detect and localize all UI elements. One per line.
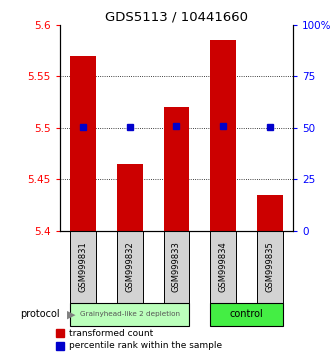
- Text: protocol: protocol: [20, 309, 60, 319]
- Text: transformed count: transformed count: [69, 329, 154, 337]
- Text: ▶: ▶: [60, 309, 76, 319]
- Bar: [210, 231, 236, 303]
- Bar: [257, 195, 282, 231]
- Text: GSM999831: GSM999831: [79, 241, 88, 292]
- Bar: [71, 231, 96, 303]
- Bar: [257, 231, 282, 303]
- Bar: [210, 40, 236, 231]
- Bar: [117, 164, 143, 231]
- Bar: [117, 231, 143, 303]
- Text: control: control: [229, 309, 263, 319]
- Bar: [210, 303, 282, 326]
- Bar: [71, 56, 96, 231]
- Bar: [164, 107, 189, 231]
- Text: percentile rank within the sample: percentile rank within the sample: [69, 341, 222, 350]
- Bar: [71, 303, 189, 326]
- Title: GDS5113 / 10441660: GDS5113 / 10441660: [105, 11, 248, 24]
- Text: GSM999832: GSM999832: [125, 241, 135, 292]
- Text: GSM999833: GSM999833: [172, 241, 181, 292]
- Text: GSM999834: GSM999834: [218, 241, 228, 292]
- Text: GSM999835: GSM999835: [265, 241, 274, 292]
- Bar: [164, 231, 189, 303]
- Text: Grainyhead-like 2 depletion: Grainyhead-like 2 depletion: [80, 312, 180, 318]
